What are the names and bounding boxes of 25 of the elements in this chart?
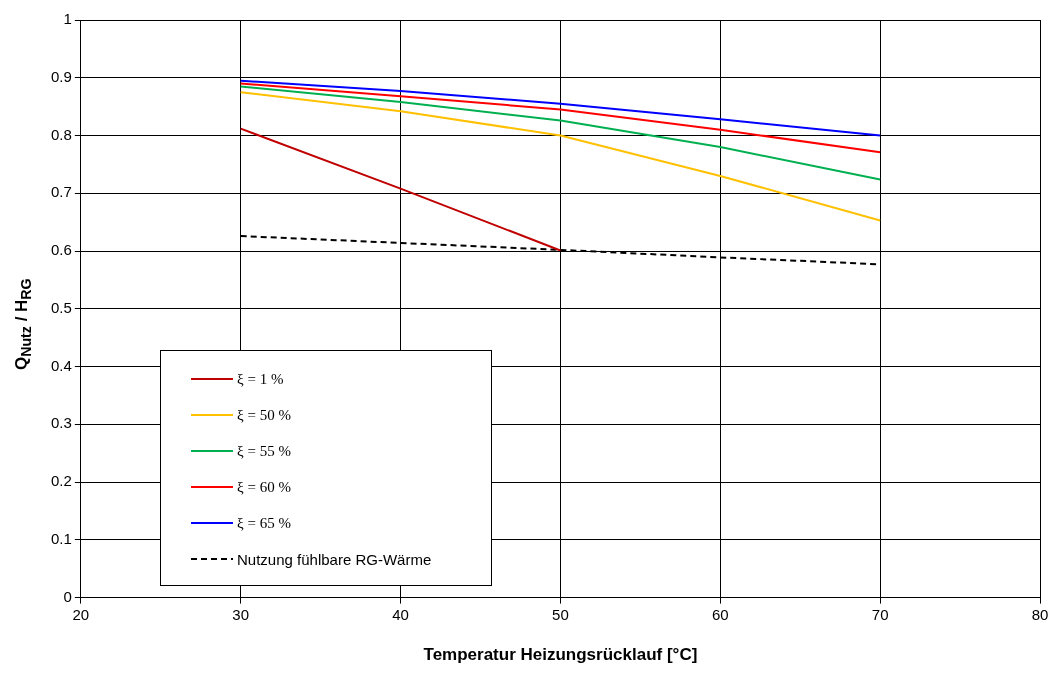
legend-label: Nutzung fühlbare RG-Wärme (237, 550, 432, 568)
x-tick-label: 50 (552, 605, 569, 623)
legend-label: ξ = 60 % (237, 478, 291, 496)
legend-label: ξ = 1 % (237, 370, 284, 388)
y-tick-label: 0.8 (50, 125, 72, 143)
x-tick-label: 30 (232, 605, 250, 623)
y-tick-label: 0.1 (50, 529, 72, 547)
x-tick-label: 80 (1031, 605, 1049, 623)
y-tick-label: 0.2 (50, 472, 72, 490)
x-tick-label: 60 (711, 605, 729, 623)
legend-label: ξ = 65 % (237, 514, 291, 532)
y-tick-label: 0.6 (50, 241, 72, 259)
x-tick-label: 70 (871, 605, 889, 623)
legend-label: ξ = 55 % (237, 442, 291, 460)
y-tick-label: 0.7 (50, 183, 72, 201)
y-tick-label: 1 (63, 10, 72, 28)
x-axis-title: Temperatur Heizungsrücklauf [°C] (423, 645, 698, 665)
y-tick-label: 0.9 (50, 67, 72, 85)
y-tick-label: 0.4 (50, 356, 72, 374)
y-tick-label: 0 (63, 587, 72, 605)
x-tick-label: 40 (392, 605, 409, 623)
legend-label: ξ = 50 % (237, 406, 291, 424)
y-tick-label: 0.5 (50, 298, 72, 316)
x-tick-label: 20 (72, 605, 90, 623)
y-tick-label: 0.3 (50, 414, 72, 432)
